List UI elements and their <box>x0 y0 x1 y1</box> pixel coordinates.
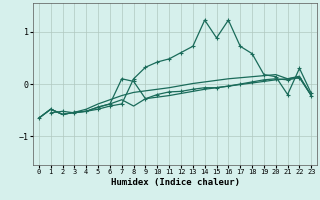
X-axis label: Humidex (Indice chaleur): Humidex (Indice chaleur) <box>111 178 240 187</box>
